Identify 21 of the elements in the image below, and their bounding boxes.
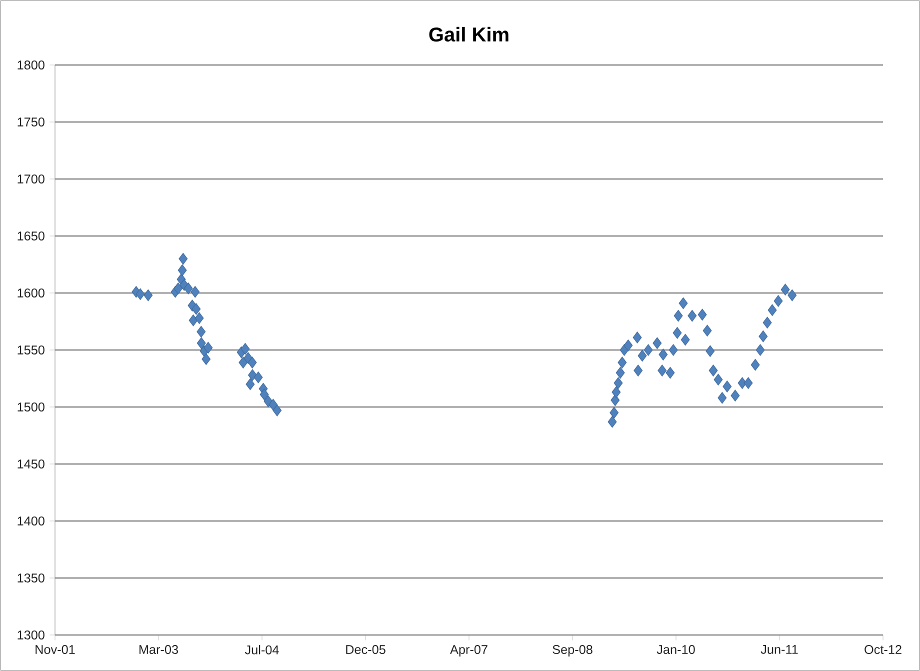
y-tick-label: 1550 <box>18 346 44 354</box>
y-tick-label: 1650 <box>18 232 44 240</box>
x-tick-label: Jul-04 <box>244 645 279 654</box>
x-tick-label: Mar-03 <box>139 645 178 654</box>
y-tick-label: 1400 <box>18 516 44 526</box>
x-tick-label: Jan-10 <box>656 645 695 654</box>
y-tick-label: 1350 <box>18 574 44 582</box>
x-tick-label: Dec-05 <box>346 645 386 654</box>
y-tick-label: 1450 <box>18 460 44 468</box>
x-tick-label: Nov-01 <box>36 645 75 654</box>
chart-title: Gail Kim <box>429 26 508 42</box>
x-tick-label: Jun-11 <box>760 645 798 654</box>
y-tick-label: 1300 <box>18 630 44 640</box>
x-tick-label: Oct-12 <box>864 645 902 654</box>
y-tick-label: 1750 <box>18 118 44 126</box>
y-tick-label: 1500 <box>18 402 44 412</box>
x-tick-label: Sep-08 <box>552 645 592 657</box>
y-tick-label: 1800 <box>18 60 44 70</box>
y-tick-label: 1700 <box>18 174 44 184</box>
x-tick-label: Apr-07 <box>450 645 488 657</box>
y-tick-label: 1600 <box>18 288 44 298</box>
